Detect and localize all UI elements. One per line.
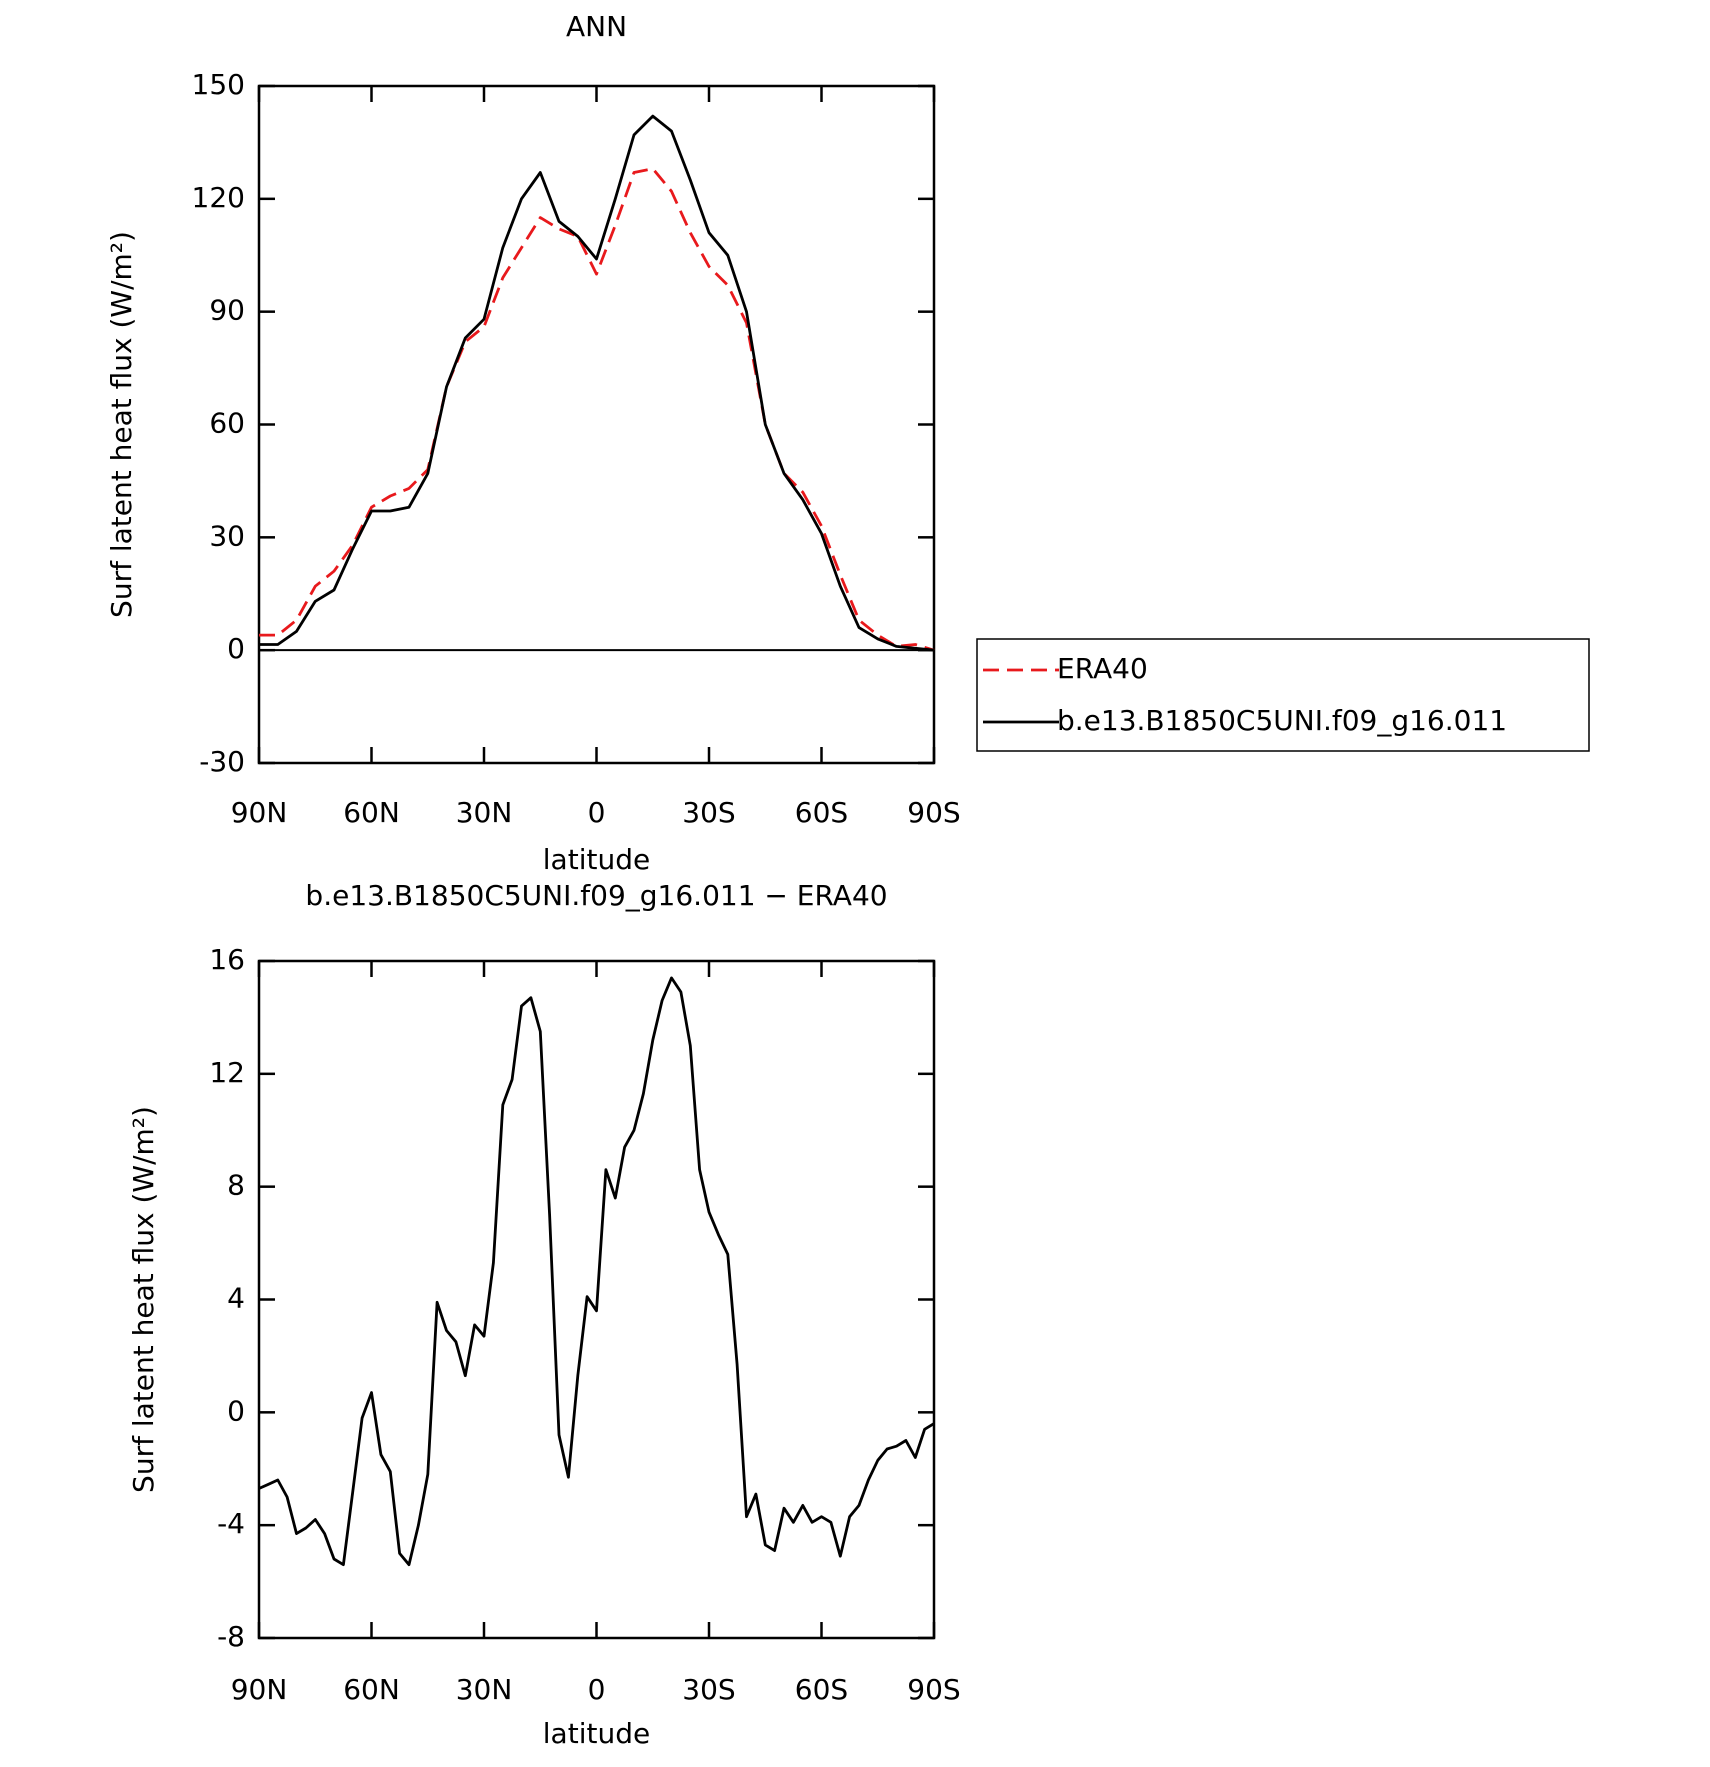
y-axis-label: Surf latent heat flux (W/m²) (105, 231, 138, 618)
y-tick-label: 0 (227, 1394, 245, 1427)
y-axis-label: Surf latent heat flux (W/m²) (127, 1106, 160, 1493)
y-tick-label: 16 (209, 943, 245, 976)
x-tick-label: 0 (588, 796, 606, 829)
y-tick-label: 12 (209, 1056, 245, 1089)
x-axis-label: latitude (543, 1717, 650, 1750)
x-tick-label: 0 (588, 1673, 606, 1706)
data-line (258, 976, 935, 1567)
y-tick-label: 30 (209, 519, 245, 552)
x-tick-label: 30S (682, 1673, 735, 1706)
y-tick-label: -30 (199, 745, 245, 778)
x-tick-label: 60S (795, 1673, 848, 1706)
y-tick-label: 120 (192, 181, 245, 214)
y-tick-label: 60 (209, 407, 245, 440)
x-tick-label: 30S (682, 796, 735, 829)
y-tick-label: 150 (192, 68, 245, 101)
x-tick-label: 60N (343, 796, 400, 829)
legend-label: b.e13.B1850C5UNI.f09_g16.011 (1057, 704, 1507, 737)
data-line (259, 114, 935, 652)
y-tick-label: -8 (217, 1620, 245, 1653)
plot-frame (257, 959, 936, 1640)
y-tick-label: 0 (227, 632, 245, 665)
plot-frame (257, 84, 936, 765)
y-tick-label: -4 (217, 1507, 245, 1540)
data-line (259, 167, 935, 652)
x-tick-label: 90N (231, 796, 288, 829)
y-tick-label: 4 (227, 1282, 245, 1315)
x-tick-label: 60N (343, 1673, 400, 1706)
legend-box (976, 638, 1590, 752)
chart-title: ANN (566, 10, 627, 43)
y-tick-label: 90 (209, 294, 245, 327)
x-tick-label: 90S (907, 1673, 960, 1706)
x-tick-label: 90N (231, 1673, 288, 1706)
x-tick-label: 60S (795, 796, 848, 829)
x-tick-label: 30N (456, 796, 513, 829)
legend-label: ERA40 (1057, 652, 1148, 685)
x-axis-label: latitude (543, 843, 650, 876)
y-tick-label: 8 (227, 1169, 245, 1202)
x-tick-label: 90S (907, 796, 960, 829)
x-tick-label: 30N (456, 1673, 513, 1706)
chart-title: b.e13.B1850C5UNI.f09_g16.011 − ERA40 (305, 879, 887, 912)
